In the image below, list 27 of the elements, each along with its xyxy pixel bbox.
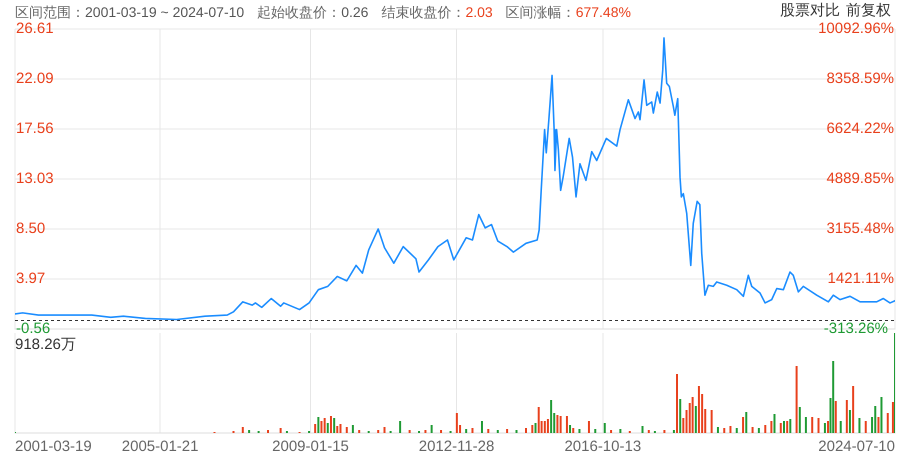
text: 区间涨幅：677.48%	[506, 4, 631, 20]
x-tick-label: 2009-01-15	[272, 438, 349, 456]
text: 结束收盘价：2.03	[381, 4, 493, 20]
x-tick-label: 2001-03-19	[15, 438, 92, 456]
y-tick-label: 26.61	[16, 20, 54, 38]
annotation: 918.26万	[15, 336, 76, 353]
y2-tick-label: 10092.96%	[818, 20, 894, 38]
y-tick-label: 17.56	[16, 120, 54, 138]
y-tick-label: 8.50	[16, 220, 46, 238]
y2-tick-label: 1421.11%	[828, 270, 894, 288]
y2-tick-label: 3155.48%	[826, 220, 894, 238]
y-tick-label: 13.03	[16, 170, 54, 188]
y-tick-label: 3.97	[16, 270, 46, 288]
text: 股票对比	[780, 2, 840, 20]
text: 起始收盘价：0.26	[257, 4, 368, 20]
text: 前复权	[846, 2, 891, 20]
x-tick-label: 2024-07-10	[818, 438, 895, 456]
y2-tick-label: 6624.22%	[826, 120, 894, 138]
y-tick-label: 22.09	[16, 70, 54, 88]
y2-tick-label: 8358.59%	[826, 70, 894, 88]
text: 区间范围：2001-03-19 ~ 2024-07-10	[15, 4, 244, 20]
y-tick-label: -0.56	[16, 320, 50, 338]
y2-tick-label: 4889.85%	[826, 170, 894, 188]
y2-tick-label: -313.26%	[824, 320, 888, 338]
x-tick-label: 2016-10-13	[564, 438, 642, 456]
x-tick-label: 2005-01-21	[122, 438, 198, 456]
x-tick-label: 2012-11-28	[418, 438, 494, 456]
